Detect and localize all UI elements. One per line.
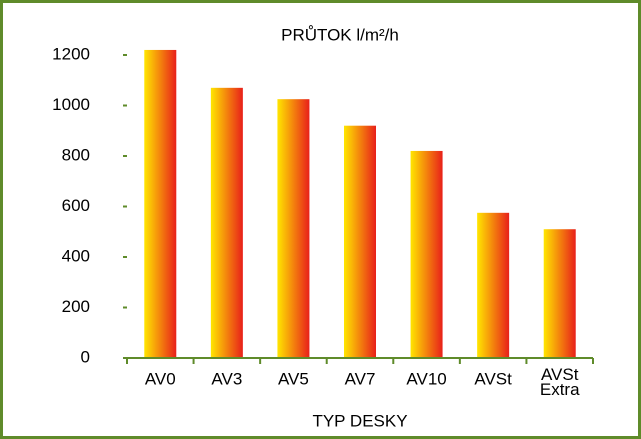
bar (477, 212, 510, 358)
bar (277, 99, 310, 358)
bar (344, 125, 376, 358)
x-tick-label: AVSt Extra (540, 365, 580, 399)
x-tick-label: AVSt (474, 369, 512, 388)
x-tick-label-line: Extra (540, 380, 580, 399)
x-tick-label: AV7 (345, 369, 376, 388)
y-tick-label: 800 (62, 145, 90, 164)
chart-title: PRŮTOK l/m²/h (281, 25, 399, 44)
x-tick-label: AV10 (406, 369, 446, 388)
x-tick-label: AV5 (278, 369, 309, 388)
x-tick-label: AV0 (145, 369, 176, 388)
x-axis-label: TYP DESKY (312, 411, 407, 430)
y-tick-label: 0 (81, 347, 90, 366)
y-tick-label: 400 (62, 246, 90, 265)
bar (210, 87, 243, 358)
bar (543, 229, 576, 358)
x-tick-label-line: AVSt (541, 365, 579, 384)
y-tick-label: 200 (62, 297, 90, 316)
y-tick-label: 1200 (52, 44, 90, 63)
bar (144, 49, 177, 358)
y-tick-label: 1000 (52, 95, 90, 114)
x-tick-label: AV3 (211, 369, 242, 388)
y-tick-label: 600 (62, 196, 90, 215)
bar (410, 150, 443, 358)
